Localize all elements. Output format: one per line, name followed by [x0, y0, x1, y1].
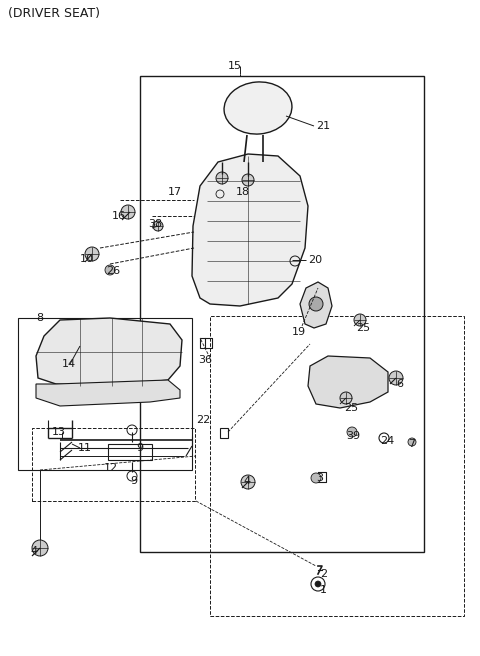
- Text: 8: 8: [36, 313, 43, 323]
- Bar: [210, 316, 464, 616]
- Circle shape: [121, 205, 135, 219]
- Text: 22: 22: [196, 415, 210, 425]
- Text: 12: 12: [104, 463, 118, 473]
- Polygon shape: [300, 282, 332, 328]
- Text: 25: 25: [344, 403, 358, 413]
- Polygon shape: [36, 380, 180, 406]
- Text: 38: 38: [148, 219, 162, 229]
- Text: 13: 13: [52, 427, 66, 437]
- Circle shape: [242, 174, 254, 186]
- Polygon shape: [36, 318, 182, 386]
- Circle shape: [85, 247, 99, 261]
- Circle shape: [354, 314, 366, 326]
- Circle shape: [153, 221, 163, 231]
- Bar: [140, 76, 424, 552]
- Circle shape: [311, 473, 321, 483]
- Circle shape: [309, 297, 323, 311]
- Text: (DRIVER SEAT): (DRIVER SEAT): [8, 7, 100, 20]
- Circle shape: [105, 265, 115, 275]
- Text: 17: 17: [168, 187, 182, 197]
- Circle shape: [347, 427, 357, 437]
- Text: 7: 7: [408, 439, 415, 449]
- Bar: [108, 444, 152, 460]
- Text: 18: 18: [236, 187, 250, 197]
- Text: 6: 6: [396, 379, 403, 389]
- Bar: [32, 428, 195, 501]
- Text: 4: 4: [243, 476, 250, 486]
- Text: 36: 36: [198, 355, 212, 365]
- Text: 3: 3: [316, 473, 323, 483]
- Text: 24: 24: [380, 436, 394, 446]
- Text: 14: 14: [62, 359, 76, 369]
- Text: 10: 10: [80, 254, 94, 264]
- Text: 2: 2: [320, 569, 327, 579]
- Text: 1: 1: [320, 585, 327, 595]
- Text: 9: 9: [136, 443, 143, 453]
- Circle shape: [408, 438, 416, 446]
- Text: 16: 16: [112, 211, 126, 221]
- Circle shape: [389, 371, 403, 385]
- Bar: [18, 318, 192, 470]
- Text: 19: 19: [292, 327, 306, 337]
- Text: 9: 9: [130, 476, 137, 486]
- Circle shape: [216, 172, 228, 184]
- Polygon shape: [192, 154, 308, 306]
- Text: 11: 11: [78, 443, 92, 453]
- Text: 20: 20: [308, 255, 322, 265]
- Text: 39: 39: [346, 431, 360, 441]
- Text: 4: 4: [30, 546, 37, 556]
- Text: 15: 15: [228, 61, 242, 71]
- Ellipse shape: [224, 82, 292, 134]
- Text: 26: 26: [106, 266, 120, 276]
- Circle shape: [241, 475, 255, 489]
- Circle shape: [340, 392, 352, 404]
- Text: 21: 21: [316, 121, 330, 131]
- Polygon shape: [308, 356, 388, 408]
- Text: 25: 25: [356, 323, 370, 333]
- Circle shape: [315, 581, 321, 587]
- Circle shape: [32, 540, 48, 556]
